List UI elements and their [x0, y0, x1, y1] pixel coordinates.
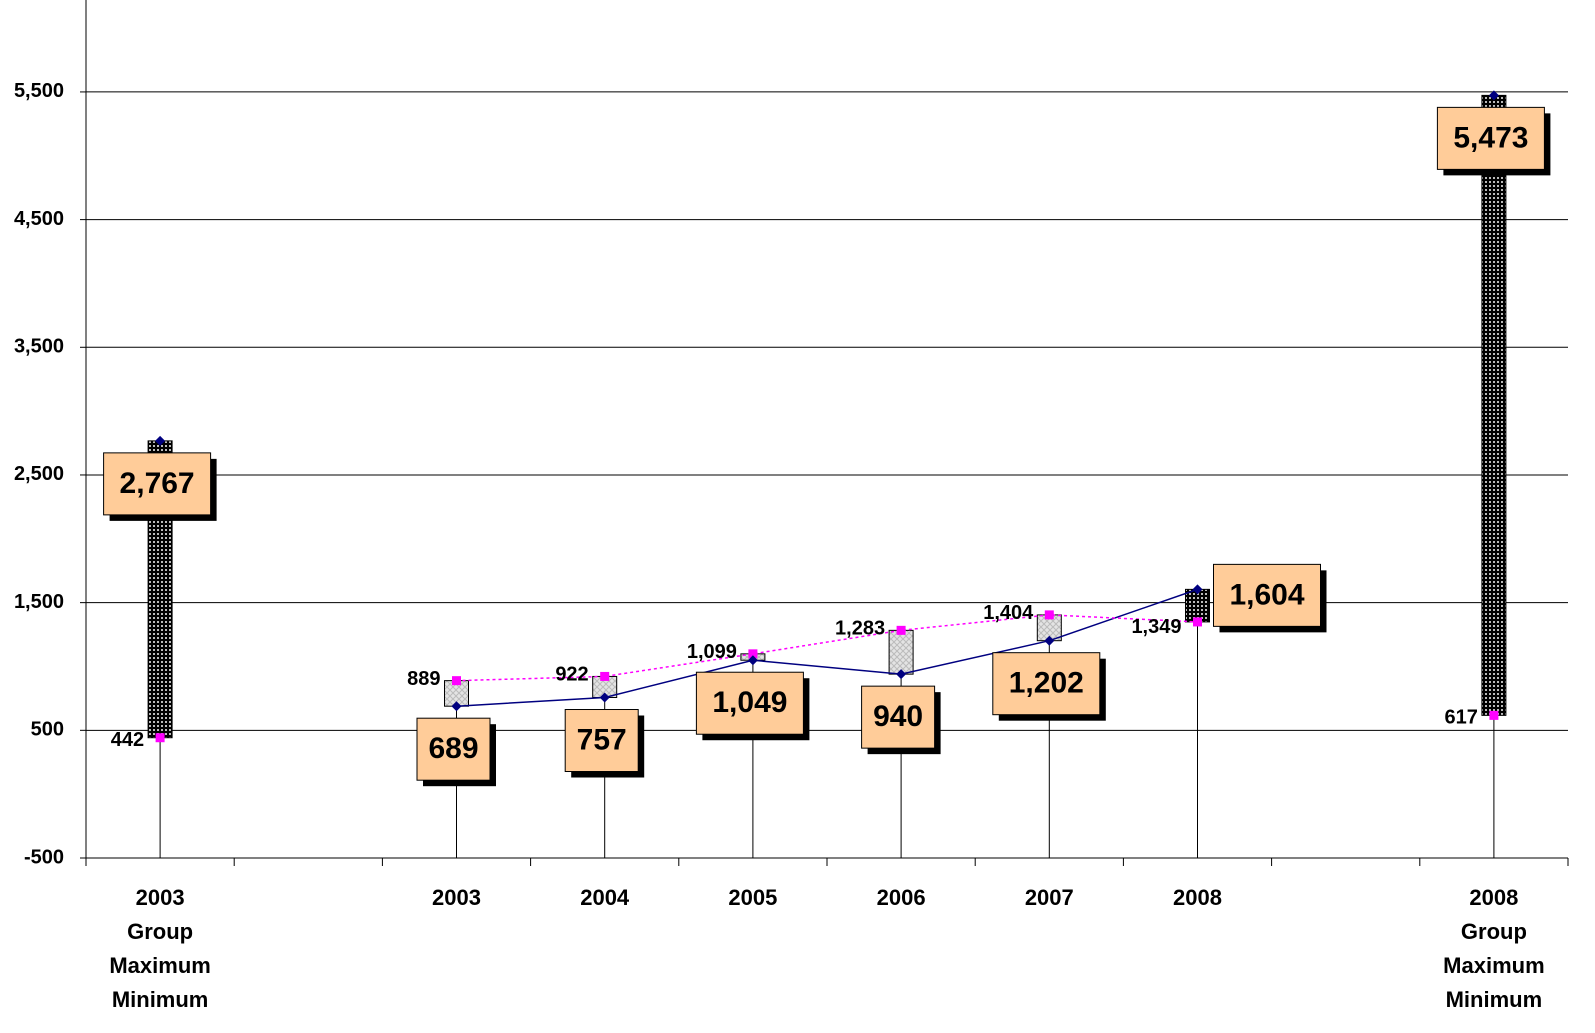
label-box — [695, 671, 804, 735]
marker — [1193, 617, 1202, 627]
data-label: 1,202 — [1009, 667, 1084, 700]
data-label: 1,404 — [983, 602, 1034, 624]
label-box — [992, 652, 1101, 716]
data-label: 689 — [428, 732, 478, 765]
marker — [1488, 90, 1499, 101]
data-label: 442 — [111, 729, 144, 751]
y-tick-label: -500 — [24, 846, 64, 868]
marker — [747, 655, 758, 666]
x-tick-label: 2008 Group Maximum Minimum — [1443, 885, 1544, 1012]
data-label: 1,283 — [835, 618, 885, 640]
label-box — [564, 709, 639, 773]
data-label: 2,767 — [120, 467, 195, 500]
label-box — [861, 685, 936, 749]
y-tick-label: 5,500 — [14, 80, 64, 102]
series-line — [456, 588, 1198, 707]
marker — [599, 692, 610, 703]
marker — [155, 733, 165, 743]
y-tick-label: 1,500 — [14, 591, 64, 613]
data-label: 1,604 — [1229, 578, 1304, 611]
y-tick-label: 3,500 — [14, 336, 64, 358]
label-box — [416, 717, 491, 781]
marker — [451, 701, 462, 712]
data-label: 5,473 — [1453, 121, 1528, 154]
x-tick-label: 2008 — [1173, 885, 1222, 910]
marker — [1044, 610, 1054, 620]
data-label: 617 — [1445, 707, 1478, 729]
x-tick-label: 2007 — [1025, 885, 1074, 910]
marker — [896, 669, 907, 680]
x-tick-label: 2005 — [728, 885, 777, 910]
data-label: 1,099 — [687, 641, 737, 663]
x-tick-label: 2003 Group Maximum Minimum — [109, 885, 210, 1012]
marker — [1192, 584, 1203, 595]
marker — [452, 676, 461, 686]
marker — [896, 625, 906, 635]
up-down-bar — [888, 629, 914, 675]
marker — [748, 649, 758, 659]
data-label: 1,049 — [712, 686, 787, 719]
x-tick-label: 2003 — [432, 885, 481, 910]
label-box — [1213, 563, 1321, 627]
data-label: 940 — [873, 700, 923, 733]
label-box — [1436, 106, 1545, 170]
marker — [1489, 710, 1499, 720]
y-tick-label: 2,500 — [14, 463, 64, 485]
y-tick-label: 4,500 — [14, 208, 64, 230]
data-label: 889 — [407, 668, 440, 690]
y-tick-label: 500 — [31, 719, 64, 741]
label-box — [103, 452, 212, 516]
series-line — [456, 614, 1198, 682]
up-down-bar — [1481, 94, 1507, 716]
data-label: 757 — [577, 723, 627, 756]
data-label: 922 — [555, 664, 588, 686]
x-tick-label: 2006 — [877, 885, 926, 910]
x-tick-label: 2004 — [580, 885, 630, 910]
data-label: 1,349 — [1131, 616, 1181, 638]
marker — [1044, 635, 1055, 646]
marker — [600, 671, 610, 681]
marker — [155, 435, 166, 446]
